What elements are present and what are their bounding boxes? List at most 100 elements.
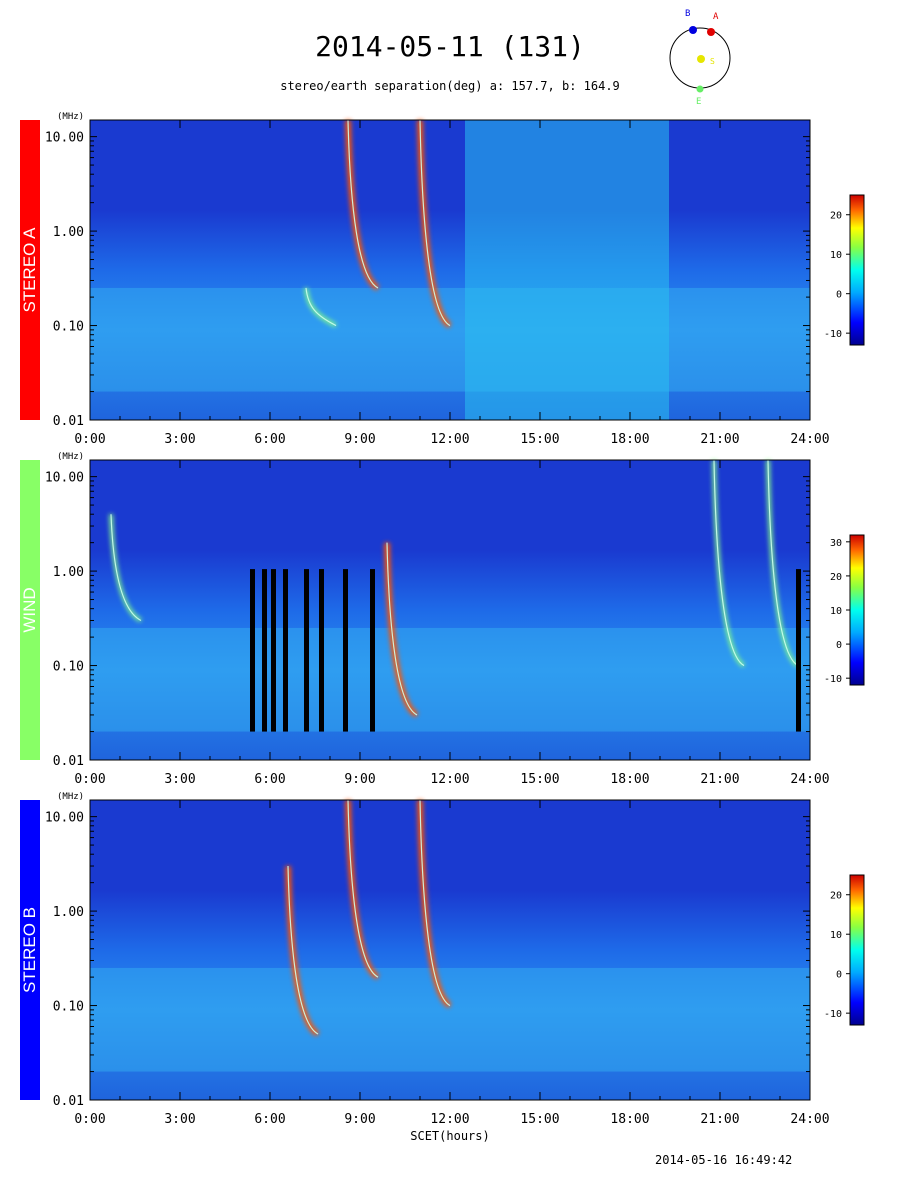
colorbar-scale [849, 194, 865, 346]
data-gap-bar [250, 569, 255, 732]
data-gap-bar [370, 569, 375, 732]
panel-1: 10.00 1.00 0.10 0.01 (MHz) 0:00 3:00 6:00 9:00 12… [45, 452, 830, 787]
colorbar-tick-label: 0 [836, 640, 842, 651]
x-tick-label: 15:00 [520, 772, 559, 787]
data-gap-bar [271, 569, 276, 732]
y-tick-label: 1.00 [53, 225, 84, 240]
data-gap-band [465, 120, 669, 420]
y-tick-label: 1.00 [53, 905, 84, 920]
panel-2: 10.00 1.00 0.10 0.01 (MHz) 0:00 3:00 6:00 9:00 12… [45, 792, 830, 1127]
x-tick-label: 0:00 [74, 1112, 105, 1127]
x-tick-label: 24:00 [790, 772, 829, 787]
colorbar-tick-label: 20 [830, 211, 842, 222]
colorbar-tick-label: -10 [824, 674, 842, 685]
colorbar-tick-label: 10 [830, 930, 842, 941]
colorbar-tick-label: 0 [836, 970, 842, 981]
burst-core [347, 799, 379, 978]
x-tick-label: 3:00 [164, 1112, 195, 1127]
orbit-label-e: E [696, 97, 701, 107]
colorbar-tick-label: 10 [830, 606, 842, 617]
colorbar-tick-label: 30 [830, 538, 842, 549]
y-tick-label: 0.10 [53, 660, 84, 675]
panel-0: 10.00 1.00 0.10 0.01 (MHz) 0:00 3:00 6:00 9:00 12… [45, 112, 830, 447]
x-tick-label: 9:00 [344, 432, 375, 447]
y-tick-label: 10.00 [45, 471, 84, 486]
data-gap-bar [319, 569, 324, 732]
x-tick-label: 18:00 [610, 432, 649, 447]
earth-marker [696, 85, 704, 93]
x-tick-label: 12:00 [430, 432, 469, 447]
colorbar-2: 20 10 0 -10 [824, 874, 865, 1026]
y-unit-label: (MHz) [57, 112, 84, 122]
x-tick-label: 3:00 [164, 772, 195, 787]
colorbar-scale [849, 534, 865, 686]
y-tick-label: 0.10 [53, 1000, 84, 1015]
data-gap-bar [283, 569, 288, 732]
x-tick-label: 24:00 [790, 1112, 829, 1127]
colorbar-tick-label: 10 [830, 250, 842, 261]
y-tick-label: 10.00 [45, 131, 84, 146]
x-tick-label: 18:00 [610, 1112, 649, 1127]
page-title: 2014-05-11 (131) [315, 30, 585, 63]
burst-core [767, 459, 799, 667]
stereo-a-marker [707, 28, 715, 36]
x-tick-label: 15:00 [520, 432, 559, 447]
orbit-label-a: A [713, 12, 719, 22]
sun-marker [697, 55, 705, 63]
x-tick-label: 18:00 [610, 772, 649, 787]
colorbar-tick-label: 20 [830, 891, 842, 902]
burst-core [110, 514, 142, 622]
plasma-noise-band [90, 967, 810, 1072]
x-tick-label: 6:00 [254, 1112, 285, 1127]
y-unit-label: (MHz) [57, 792, 84, 802]
x-tick-label: 15:00 [520, 1112, 559, 1127]
x-tick-label: 21:00 [700, 1112, 739, 1127]
data-gap-bar [262, 569, 267, 732]
y-unit-label: (MHz) [57, 452, 84, 462]
colorbar-tick-label: -10 [824, 1009, 842, 1020]
colorbar-scale [849, 874, 865, 1026]
data-gap-bar [796, 569, 801, 732]
x-tick-label: 12:00 [430, 1112, 469, 1127]
x-axis-label: SCET(hours) [410, 1129, 490, 1143]
x-tick-label: 0:00 [74, 432, 105, 447]
colorbar-tick-label: 20 [830, 572, 842, 583]
orbit-label-s: S [710, 57, 715, 66]
y-tick-label: 10.00 [45, 811, 84, 826]
x-tick-label: 9:00 [344, 772, 375, 787]
data-gap-bar [343, 569, 348, 732]
x-tick-label: 0:00 [74, 772, 105, 787]
burst-core [347, 119, 379, 289]
x-tick-label: 12:00 [430, 772, 469, 787]
colorbar-tick-label: 0 [836, 290, 842, 301]
stereo-b-marker [689, 26, 697, 34]
x-tick-label: 21:00 [700, 772, 739, 787]
x-tick-label: 3:00 [164, 432, 195, 447]
y-tick-label: 0.01 [53, 1094, 84, 1109]
colorbar-tick-label: -10 [824, 329, 842, 340]
burst-core [713, 459, 745, 667]
generated-timestamp: 2014-05-16 16:49:42 [655, 1153, 793, 1167]
x-tick-label: 21:00 [700, 432, 739, 447]
stereo-a-label: STEREO A [20, 120, 40, 420]
y-tick-label: 0.10 [53, 320, 84, 335]
burst-core [305, 287, 337, 327]
x-tick-label: 24:00 [790, 432, 829, 447]
colorbar-1: 30 20 10 0 -10 [824, 534, 865, 686]
orbit-label-b: B [685, 9, 690, 19]
stereo-b-label: STEREO B [20, 800, 40, 1100]
x-tick-label: 6:00 [254, 772, 285, 787]
y-tick-label: 0.01 [53, 414, 84, 429]
colorbar-0: 20 10 0 -10 [824, 194, 865, 346]
burst-core [419, 119, 451, 327]
x-tick-label: 9:00 [344, 1112, 375, 1127]
burst-core [419, 799, 451, 1007]
data-gap-bar [304, 569, 309, 732]
x-tick-label: 6:00 [254, 432, 285, 447]
y-tick-label: 1.00 [53, 565, 84, 580]
plasma-noise-band [90, 287, 810, 392]
burst-core [386, 542, 418, 716]
wind-label: WIND [20, 460, 40, 760]
plasma-noise-band [90, 627, 810, 732]
